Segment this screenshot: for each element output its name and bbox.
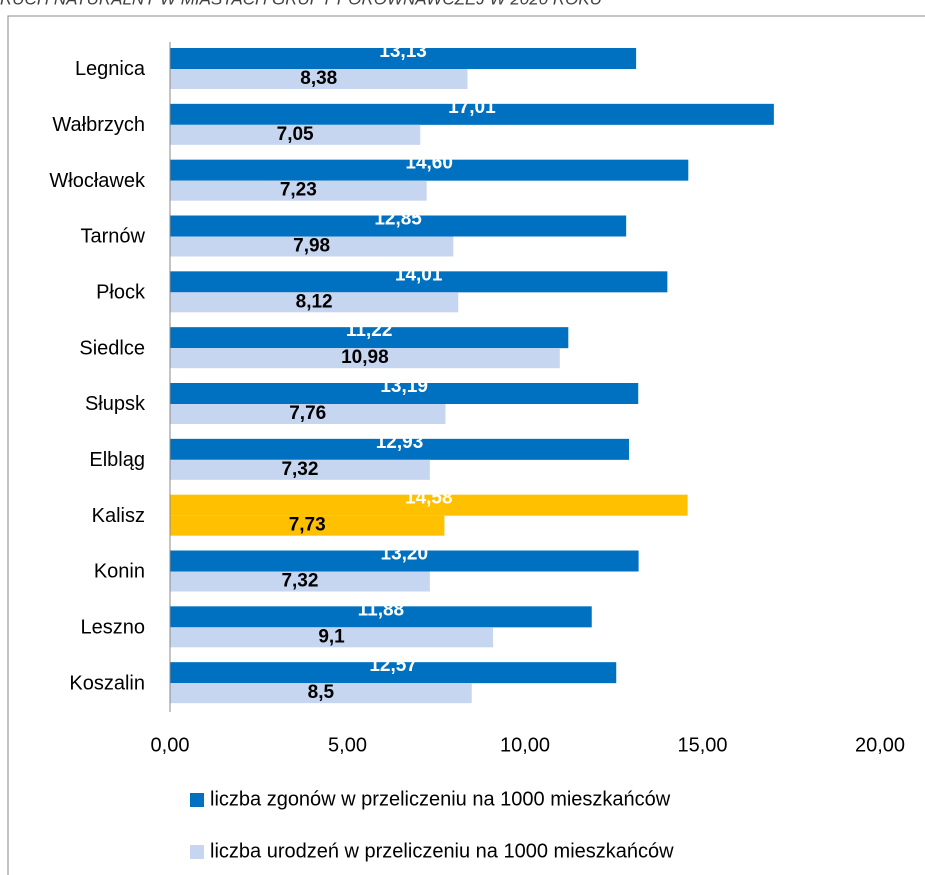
bar — [170, 180, 427, 201]
bar — [170, 215, 627, 237]
y-tick-label: Płock — [96, 282, 146, 304]
y-tick-label: Siedlce — [79, 337, 145, 359]
bar — [170, 383, 639, 404]
bar — [170, 515, 445, 536]
y-tick-label: Legnica — [75, 58, 146, 80]
value-label: 12,93 — [376, 432, 424, 453]
bar — [170, 292, 459, 313]
y-tick-label: Słupsk — [85, 393, 146, 415]
value-label: 14,01 — [395, 264, 443, 285]
y-tick-label: Leszno — [81, 617, 146, 639]
bar — [170, 662, 617, 684]
y-tick-label: Koszalin — [69, 672, 145, 694]
y-tick-label: Tarnów — [81, 226, 146, 248]
bar — [170, 48, 637, 69]
value-label: 8,5 — [308, 682, 335, 703]
y-tick-label: Elbląg — [89, 449, 145, 471]
value-label: 11,22 — [346, 320, 393, 341]
bar — [170, 327, 569, 349]
x-tick-label: 20,00 — [855, 734, 905, 756]
bar — [170, 159, 689, 181]
bar — [170, 438, 630, 460]
value-label: 8,38 — [300, 68, 337, 89]
bar — [170, 236, 454, 257]
bar — [170, 459, 430, 480]
bar — [170, 348, 560, 369]
bar — [170, 69, 468, 89]
value-label: 14,58 — [405, 488, 453, 509]
value-label: 12,57 — [369, 655, 417, 676]
y-tick-label: Konin — [94, 561, 145, 583]
value-label: 7,23 — [280, 180, 317, 201]
value-label: 13,20 — [381, 544, 429, 565]
bar — [170, 494, 688, 516]
bar — [170, 404, 446, 424]
value-label: 7,98 — [293, 236, 330, 257]
bar — [170, 271, 668, 293]
legend-label: liczba urodzeń w przeliczeniu na 1000 mi… — [210, 840, 674, 862]
value-label: 17,01 — [448, 97, 496, 118]
y-tick-label: Wałbrzych — [52, 114, 145, 136]
y-tick-label: Kalisz — [92, 505, 145, 527]
x-tick-label: 5,00 — [328, 734, 367, 756]
chart-frame — [7, 15, 925, 875]
bar — [170, 683, 472, 704]
value-label: 7,05 — [277, 124, 314, 145]
bar — [170, 103, 774, 125]
legend-swatch — [190, 793, 204, 807]
y-tick-label: Włocławek — [49, 170, 146, 192]
bar — [170, 627, 494, 648]
x-tick-label: 10,00 — [500, 734, 550, 756]
chart-title: RUCH NATURALNY W MIASTACH GRUPY PORÓWNAW… — [0, 0, 603, 8]
value-label: 7,73 — [289, 515, 326, 536]
bar — [170, 550, 639, 572]
value-label: 14,60 — [405, 153, 453, 174]
legend-label: liczba zgonów w przeliczeniu na 1000 mie… — [210, 788, 671, 810]
value-label: 12,85 — [374, 209, 422, 230]
x-tick-label: 15,00 — [677, 734, 727, 756]
value-label: 7,32 — [281, 459, 318, 480]
value-label: 13,13 — [379, 41, 427, 62]
value-label: 9,1 — [318, 626, 345, 647]
value-label: 10,98 — [341, 347, 389, 368]
bar — [170, 606, 592, 628]
value-label: 13,19 — [380, 376, 428, 397]
value-label: 7,76 — [289, 403, 326, 424]
value-label: 8,12 — [296, 291, 333, 312]
value-label: 11,88 — [358, 599, 405, 620]
bar — [170, 571, 430, 592]
x-tick-label: 0,00 — [151, 734, 190, 756]
bar — [170, 124, 421, 145]
legend-swatch — [190, 845, 204, 859]
value-label: 7,32 — [281, 571, 318, 592]
